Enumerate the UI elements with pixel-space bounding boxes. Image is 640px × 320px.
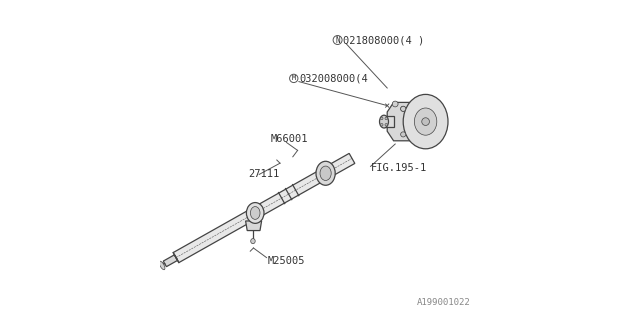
Polygon shape xyxy=(163,255,177,267)
Circle shape xyxy=(422,118,429,125)
Text: M: M xyxy=(292,76,296,81)
Ellipse shape xyxy=(320,166,332,180)
Circle shape xyxy=(385,117,388,120)
Circle shape xyxy=(401,132,406,137)
Polygon shape xyxy=(387,102,416,141)
Ellipse shape xyxy=(137,274,143,282)
Text: M66001: M66001 xyxy=(270,134,308,144)
Text: 27111: 27111 xyxy=(248,169,279,180)
Ellipse shape xyxy=(246,203,264,223)
Ellipse shape xyxy=(380,115,388,128)
Ellipse shape xyxy=(415,108,437,135)
Polygon shape xyxy=(173,153,355,263)
Ellipse shape xyxy=(403,94,448,149)
Polygon shape xyxy=(384,116,394,127)
Ellipse shape xyxy=(250,207,260,220)
Text: 021808000(4 ): 021808000(4 ) xyxy=(343,35,424,45)
Circle shape xyxy=(401,106,406,111)
Text: M25005: M25005 xyxy=(268,256,305,266)
Text: N: N xyxy=(335,36,340,44)
Ellipse shape xyxy=(148,268,154,276)
Circle shape xyxy=(380,124,383,126)
Text: 032008000(4: 032008000(4 xyxy=(299,73,367,84)
Text: A199001022: A199001022 xyxy=(417,298,470,307)
Ellipse shape xyxy=(159,261,165,270)
Ellipse shape xyxy=(316,161,335,185)
Text: FIG.195-1: FIG.195-1 xyxy=(371,163,428,173)
Polygon shape xyxy=(246,221,262,230)
Circle shape xyxy=(392,101,398,107)
Circle shape xyxy=(401,106,406,111)
Circle shape xyxy=(385,124,388,126)
Ellipse shape xyxy=(251,239,255,244)
Circle shape xyxy=(380,117,383,120)
